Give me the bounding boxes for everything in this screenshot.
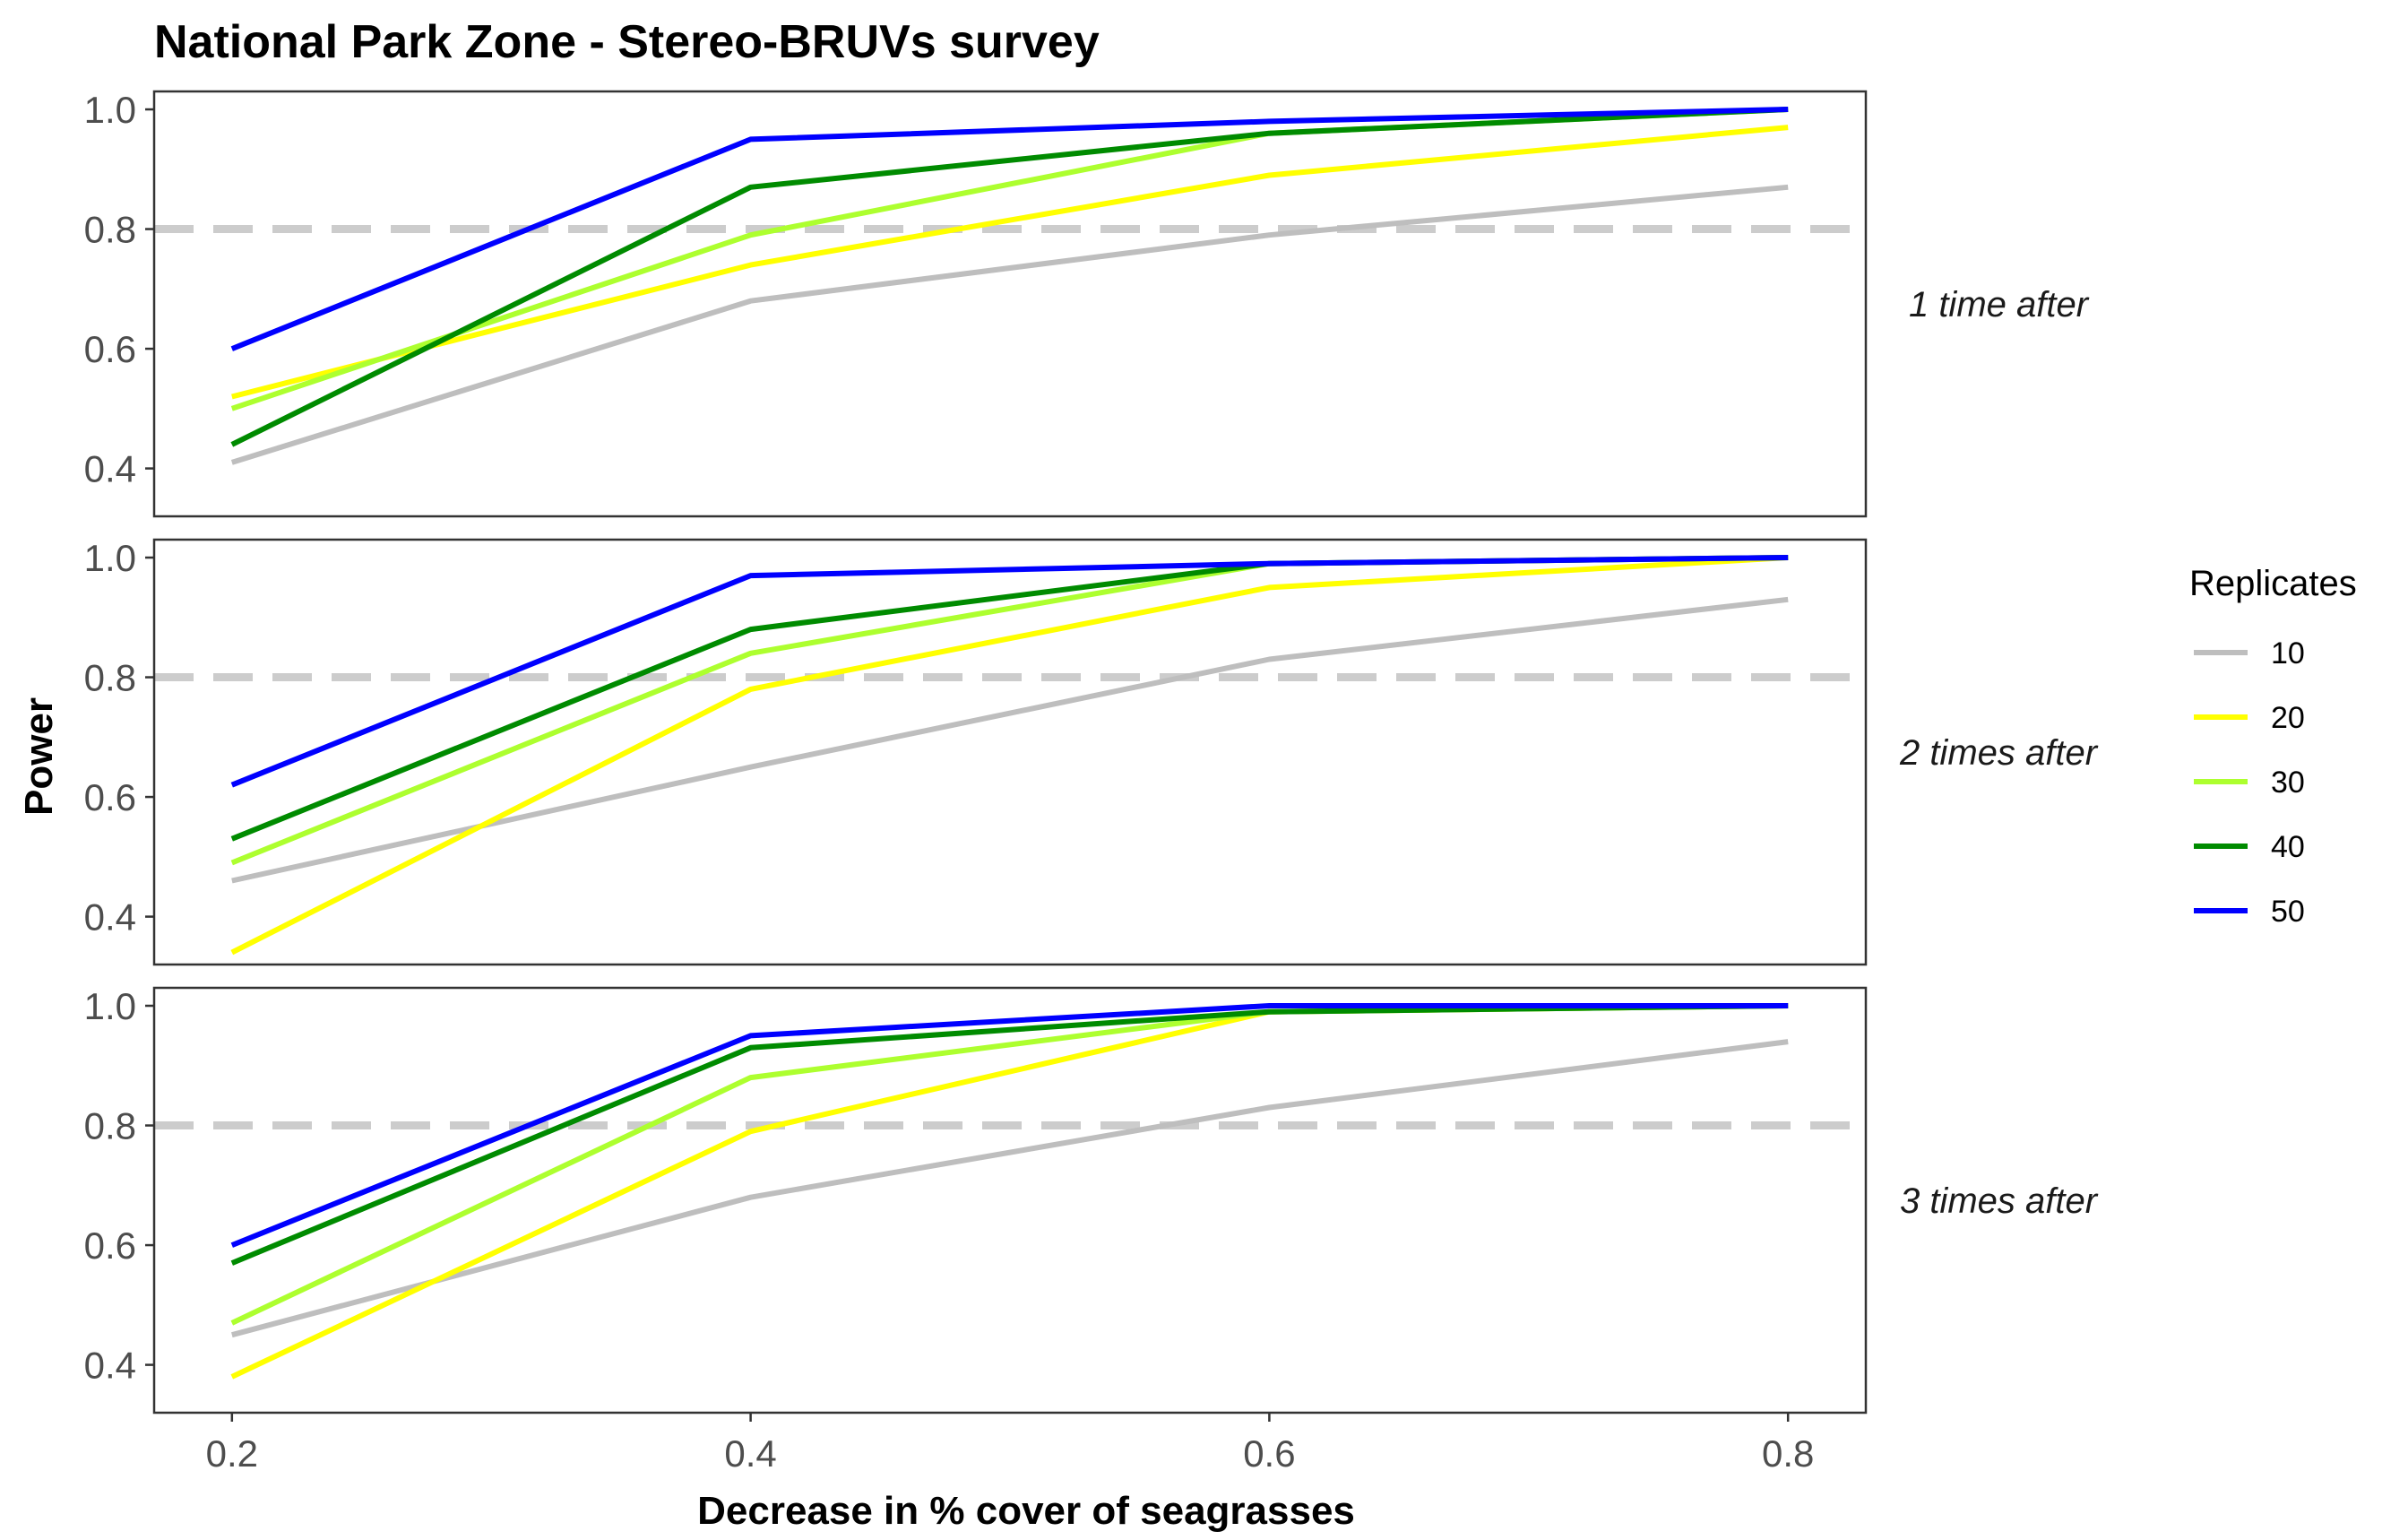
facet-panels: 0.4 0.6 0.8 1.0 1 time after 0.4 0.6 0.8 1.0 2 ti… xyxy=(84,89,2099,1475)
facet-panel: 0.4 0.6 0.8 1.0 2 times after xyxy=(84,537,2099,966)
series-line-30 xyxy=(230,107,1789,411)
y-tick-label: 0.8 xyxy=(84,1105,136,1147)
y-tick-label: 1.0 xyxy=(84,537,136,579)
series-line-20 xyxy=(231,125,1789,400)
y-tick-label: 0.4 xyxy=(84,448,136,490)
legend-label-20: 20 xyxy=(2271,701,2305,735)
x-axis-title: Decrease in % cover of seagrasses xyxy=(697,1489,1355,1533)
facet-panel: 0.4 0.6 0.8 1.0 1 time after xyxy=(84,89,2090,518)
y-tick-label: 0.6 xyxy=(84,776,136,818)
legend-title: Replicates xyxy=(2189,564,2357,603)
y-tick-label: 0.4 xyxy=(84,1345,136,1387)
y-tick-label: 0.6 xyxy=(84,1224,136,1267)
series-line-50 xyxy=(230,107,1789,351)
x-tick-label: 0.2 xyxy=(206,1432,258,1475)
series-line-10 xyxy=(231,1039,1789,1338)
panel-border xyxy=(152,90,1868,518)
facet-label: 2 times after xyxy=(1899,733,2099,773)
y-tick-label: 0.4 xyxy=(84,896,136,939)
facet-label: 3 times after xyxy=(1900,1181,2099,1221)
legend-label-30: 30 xyxy=(2271,766,2305,800)
y-tick-label: 1.0 xyxy=(84,89,136,131)
series-line-40 xyxy=(230,1003,1789,1266)
y-tick-label: 0.8 xyxy=(84,209,136,251)
x-tick-label: 0.4 xyxy=(724,1432,776,1475)
series-line-20 xyxy=(230,1003,1789,1380)
series-line-20 xyxy=(230,555,1789,956)
panel-border xyxy=(152,986,1868,1415)
series-line-50 xyxy=(230,555,1789,788)
y-axis-title: Power xyxy=(17,697,61,816)
facet-panel: 0.4 0.6 0.8 1.0 3 times after 0.2 0.4 0.6 0.8 xyxy=(84,985,2099,1475)
series-line-10 xyxy=(230,184,1789,465)
facet-label: 1 time after xyxy=(1909,285,2090,324)
legend-label-10: 10 xyxy=(2271,636,2305,671)
series-line-30 xyxy=(230,555,1789,866)
chart-title: National Park Zone - Stereo-BRUVs survey xyxy=(154,16,1100,68)
legend: Replicates 10 20 30 40 50 xyxy=(2189,564,2357,929)
x-tick-label: 0.8 xyxy=(1762,1432,1814,1475)
legend-label-50: 50 xyxy=(2271,895,2305,929)
legend-label-40: 40 xyxy=(2271,830,2305,864)
y-tick-label: 0.6 xyxy=(84,328,136,370)
series-line-50 xyxy=(230,1003,1789,1248)
series-line-10 xyxy=(231,596,1789,884)
x-tick-label: 0.6 xyxy=(1243,1432,1295,1475)
y-tick-label: 1.0 xyxy=(84,985,136,1027)
series-line-40 xyxy=(230,555,1789,842)
y-tick-label: 0.8 xyxy=(84,657,136,699)
series-line-40 xyxy=(230,107,1789,447)
panel-border xyxy=(152,538,1868,966)
